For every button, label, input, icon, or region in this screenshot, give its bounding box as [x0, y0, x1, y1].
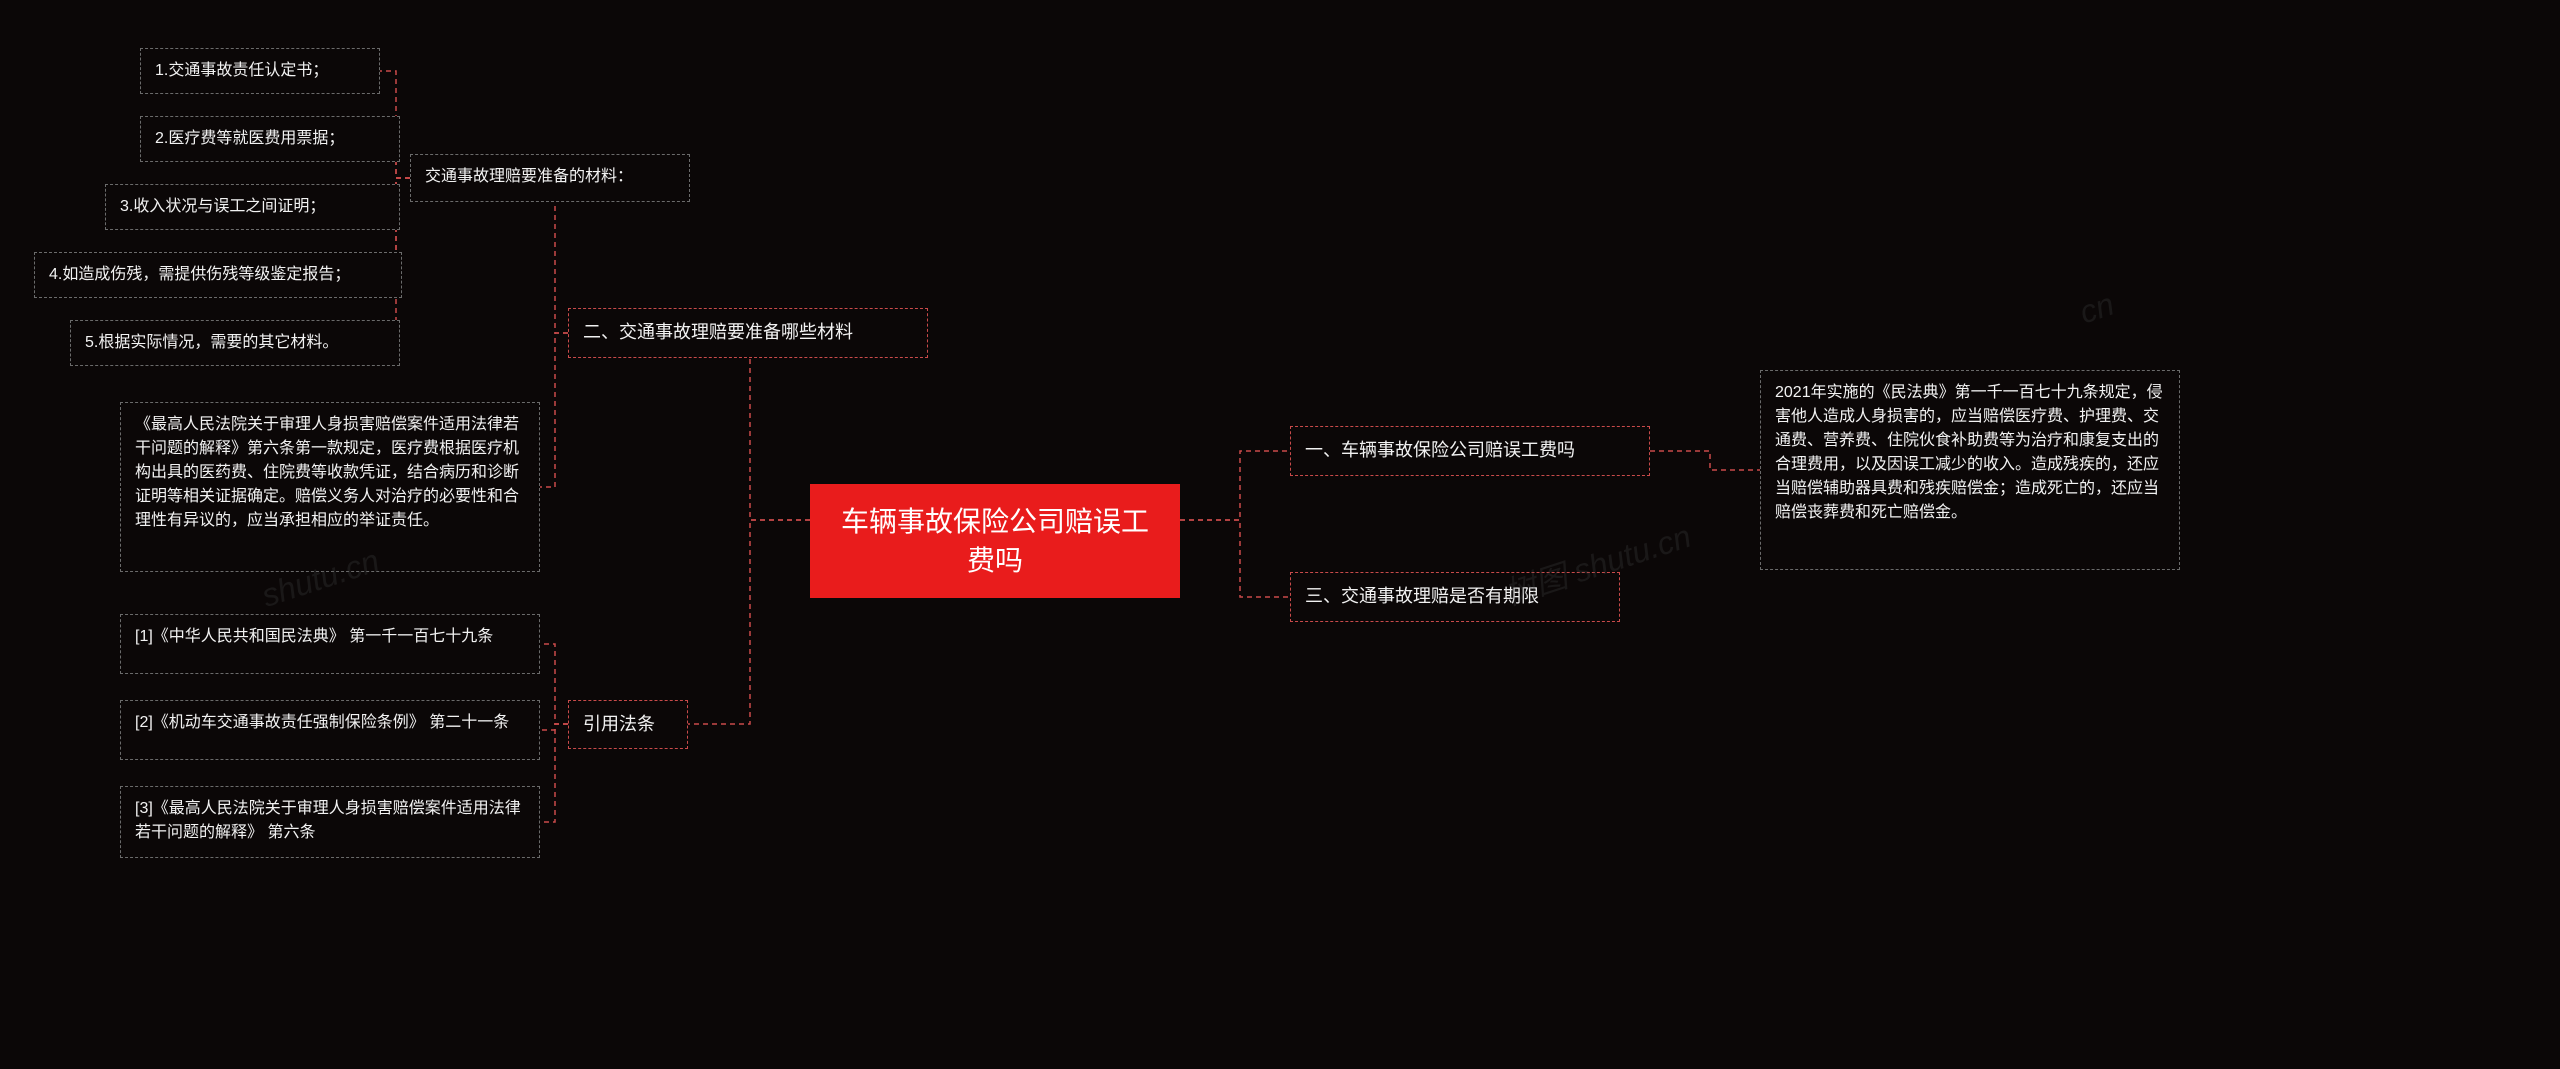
- mindmap-node: 一、车辆事故保险公司赔误工费吗: [1290, 426, 1650, 476]
- mindmap-node: 1.交通事故责任认定书；: [140, 48, 380, 94]
- mindmap-node: [2]《机动车交通事故责任强制保险条例》 第二十一条: [120, 700, 540, 760]
- mindmap-node: [1]《中华人民共和国民法典》 第一千一百七十九条: [120, 614, 540, 674]
- mindmap-root: 车辆事故保险公司赔误工费吗: [810, 484, 1180, 598]
- mindmap-node: 3.收入状况与误工之间证明；: [105, 184, 400, 230]
- mindmap-node: 2021年实施的《民法典》第一千一百七十九条规定，侵害他人造成人身损害的，应当赔…: [1760, 370, 2180, 570]
- watermark: cn: [2075, 286, 2119, 332]
- mindmap-node: 5.根据实际情况，需要的其它材料。: [70, 320, 400, 366]
- mindmap-node: 4.如造成伤残，需提供伤残等级鉴定报告；: [34, 252, 402, 298]
- mindmap-node: [3]《最高人民法院关于审理人身损害赔偿案件适用法律若干问题的解释》 第六条: [120, 786, 540, 858]
- mindmap-node: 2.医疗费等就医费用票据；: [140, 116, 400, 162]
- mindmap-node: 《最高人民法院关于审理人身损害赔偿案件适用法律若干问题的解释》第六条第一款规定，…: [120, 402, 540, 572]
- mindmap-node: 三、交通事故理赔是否有期限: [1290, 572, 1620, 622]
- mindmap-node: 引用法条: [568, 700, 688, 749]
- mindmap-node: 交通事故理赔要准备的材料：: [410, 154, 690, 202]
- mindmap-node: 二、交通事故理赔要准备哪些材料: [568, 308, 928, 358]
